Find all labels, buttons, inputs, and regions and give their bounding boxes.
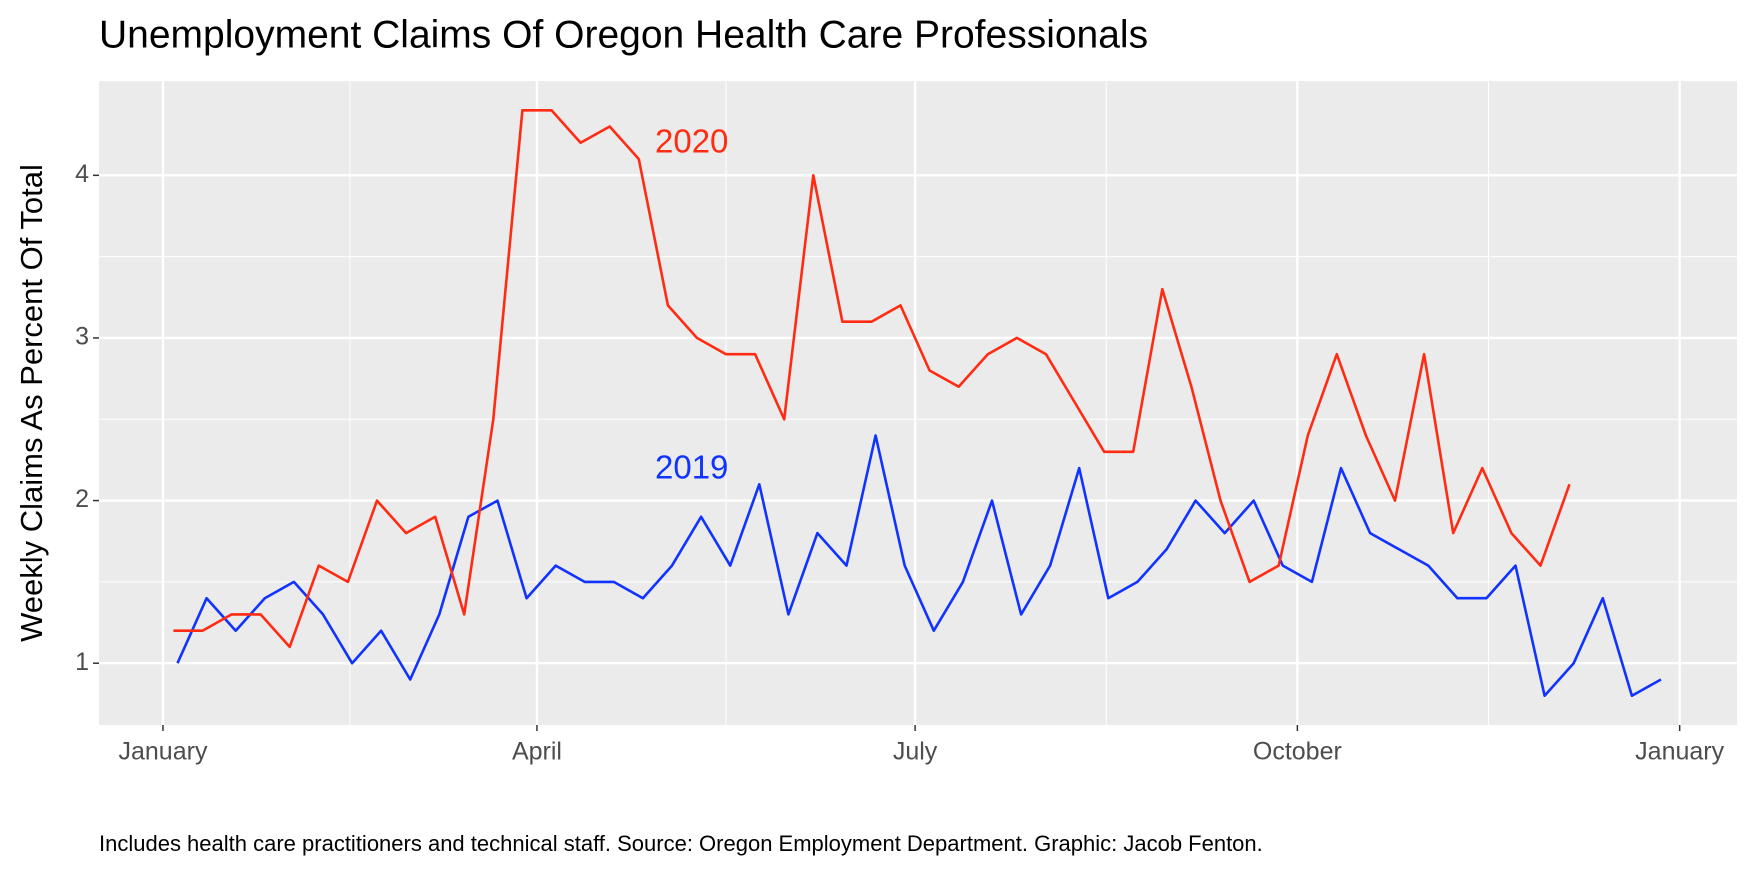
y-tick-label: 1 — [75, 648, 89, 676]
x-tick-label: January — [119, 738, 208, 766]
x-tick-label: October — [1253, 738, 1342, 766]
x-tick-label: January — [1635, 738, 1724, 766]
y-tick-label: 4 — [75, 160, 89, 188]
series-label: 2020 — [655, 123, 728, 160]
plot-panel — [99, 81, 1737, 725]
chart-title: Unemployment Claims Of Oregon Health Car… — [99, 13, 1148, 56]
caption: Includes health care practitioners and t… — [99, 831, 1263, 856]
y-axis-title: Weekly Claims As Percent Of Total — [14, 164, 49, 642]
series-line — [173, 109, 1571, 649]
x-tick-label: April — [512, 738, 562, 766]
y-tick-label: 3 — [75, 323, 89, 351]
y-tick-label: 2 — [75, 485, 89, 513]
series-label: 2019 — [655, 449, 728, 486]
x-tick-label: July — [893, 738, 938, 766]
series-line — [176, 434, 1662, 697]
